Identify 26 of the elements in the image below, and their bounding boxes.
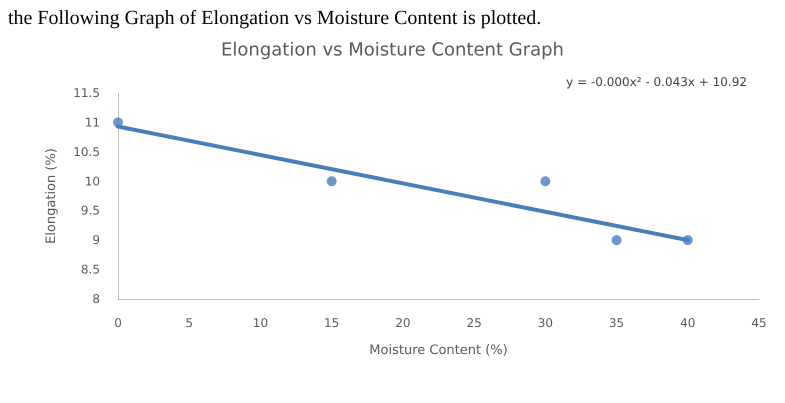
y-tick-label: 8 <box>92 292 100 306</box>
y-tick-label: 9.5 <box>80 204 100 218</box>
x-tick-label: 0 <box>114 316 122 330</box>
y-tick-label: 8.5 <box>80 262 100 277</box>
x-tick-label: 35 <box>608 316 624 330</box>
text: y = -0.000x² - 0.043x + 10.92 <box>566 75 748 89</box>
x-tick-label: 45 <box>751 316 767 330</box>
y-tick-label: 10 <box>84 174 100 188</box>
x-tick-label: 10 <box>252 316 268 330</box>
y-axis-title: Elongation (%) <box>44 148 59 244</box>
text: the Following Graph of Elongation vs Moisture Content is plotted. <box>8 7 542 29</box>
y-tick-label: 10.5 <box>73 144 100 159</box>
point <box>326 176 337 186</box>
y-tick-label: 9 <box>92 233 100 248</box>
y-tick-label: 11.5 <box>73 86 100 100</box>
x-tick-label: 40 <box>680 316 696 330</box>
y-tick-label: 11 <box>84 115 100 130</box>
x-tick-label: 20 <box>395 316 411 330</box>
chart-title: Elongation vs Moisture Content Graph <box>221 40 564 60</box>
x-tick-label: 5 <box>185 316 194 330</box>
x-tick-label: 30 <box>538 316 553 330</box>
point <box>540 176 550 186</box>
point <box>612 235 622 246</box>
x-tick-label: 15 <box>324 316 340 330</box>
x-axis-title: Moisture Content (%) <box>369 343 508 358</box>
x-tick-label: 25 <box>466 316 482 330</box>
